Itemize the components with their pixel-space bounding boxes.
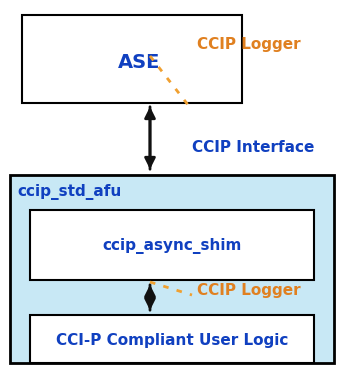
Bar xyxy=(30,210,314,280)
Bar xyxy=(10,175,334,363)
Bar xyxy=(30,315,314,363)
Text: CCIP Logger: CCIP Logger xyxy=(197,282,301,297)
Text: ccip_async_shim: ccip_async_shim xyxy=(102,238,242,254)
Text: ASE: ASE xyxy=(118,53,160,72)
Text: CCI-P Compliant User Logic: CCI-P Compliant User Logic xyxy=(56,333,288,348)
Text: ccip_std_afu: ccip_std_afu xyxy=(17,184,121,200)
Text: CCIP Interface: CCIP Interface xyxy=(192,141,314,156)
Text: CCIP Logger: CCIP Logger xyxy=(197,38,301,52)
Bar xyxy=(22,15,242,103)
